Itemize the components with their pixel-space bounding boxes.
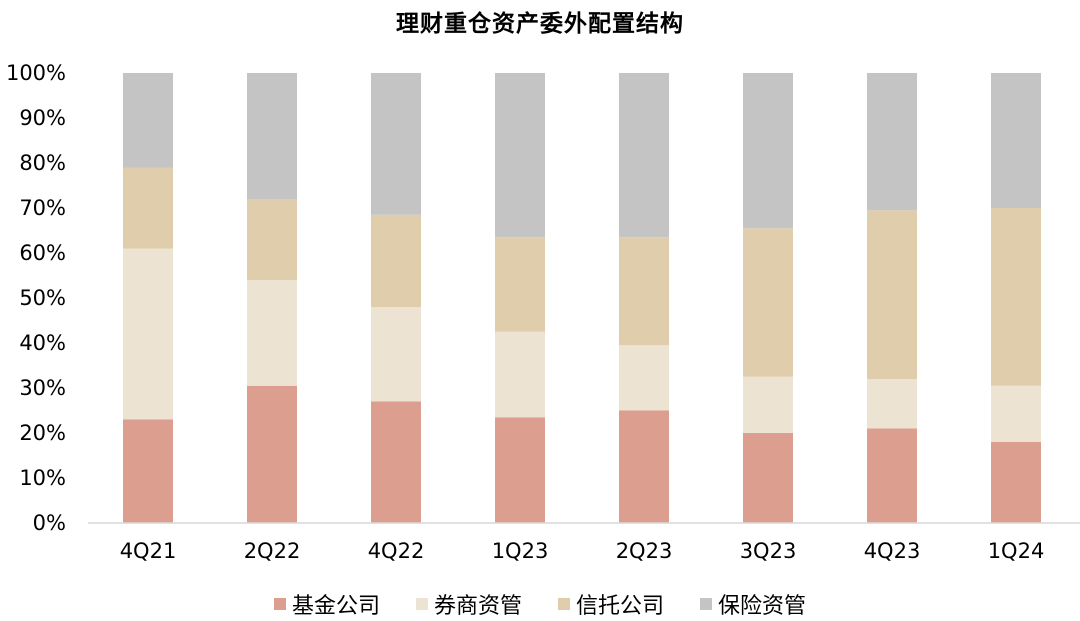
legend-item: 基金公司 (273, 588, 380, 620)
bar-segment-1Q24-1 (991, 442, 1041, 523)
y-tick-label: 70% (19, 196, 66, 220)
bars (123, 73, 1041, 523)
bar-segment-4Q22-1 (371, 401, 421, 523)
y-tick-label: 60% (19, 241, 66, 265)
legend-item: 信托公司 (558, 588, 664, 620)
legend-label: 保险资管 (718, 594, 807, 619)
bar-segment-4Q21-4 (123, 73, 173, 168)
legend-item: 券商资管 (415, 588, 522, 620)
y-tick-label: 80% (19, 151, 66, 175)
bar-segment-1Q23-1 (495, 417, 545, 523)
bar-segment-2Q23-3 (619, 237, 669, 346)
x-tick-label: 4Q21 (120, 539, 177, 563)
bar-segment-2Q22-1 (247, 385, 297, 523)
bar-segment-3Q23-1 (743, 433, 793, 523)
legend-label: 信托公司 (576, 594, 665, 619)
bar-segment-4Q23-3 (867, 210, 917, 379)
bar-segment-1Q23-2 (495, 331, 545, 418)
bar-segment-4Q21-1 (123, 419, 173, 523)
bar-segment-2Q23-4 (619, 73, 669, 238)
bar-segment-4Q21-3 (123, 167, 173, 249)
legend-label: 基金公司 (291, 594, 380, 619)
x-tick-label: 4Q22 (368, 539, 425, 563)
bar-segment-2Q23-1 (619, 410, 669, 523)
y-tick-label: 0% (33, 511, 66, 535)
x-axis-labels: 4Q21 2Q22 4Q22 1Q23 2Q23 3Q23 4Q23 1Q24 (120, 539, 1045, 563)
x-tick-label: 1Q23 (492, 539, 549, 563)
bar-segment-1Q23-4 (495, 73, 545, 238)
legend-swatch (273, 598, 286, 610)
x-tick-label: 1Q24 (988, 539, 1045, 563)
x-tick-label: 3Q23 (740, 539, 797, 563)
legend-label: 券商资管 (433, 594, 522, 619)
bar-segment-4Q21-2 (123, 248, 173, 420)
bar-segment-3Q23-3 (743, 228, 793, 377)
bar-segment-2Q23-2 (619, 345, 669, 411)
bar-segment-4Q23-1 (867, 428, 917, 523)
y-tick-label: 100% (6, 61, 66, 85)
bar-segment-2Q22-2 (247, 280, 297, 386)
bar-segment-4Q22-2 (371, 307, 421, 402)
legend-swatch (700, 598, 713, 610)
y-tick-label: 90% (19, 106, 66, 130)
y-tick-label: 10% (19, 466, 66, 490)
chart-title: 理财重仓资产委外配置结构 (396, 11, 684, 37)
legend-swatch (415, 598, 428, 610)
bar-segment-1Q24-2 (991, 385, 1041, 442)
bar-segment-3Q23-2 (743, 376, 793, 433)
y-tick-label: 50% (19, 286, 66, 310)
bar-segment-1Q23-3 (495, 237, 545, 332)
x-tick-label: 4Q23 (864, 539, 921, 563)
x-tick-label: 2Q23 (616, 539, 673, 563)
bar-segment-2Q22-3 (247, 199, 297, 280)
y-tick-label: 40% (19, 331, 66, 355)
bar-segment-4Q22-4 (371, 73, 421, 215)
bar-segment-4Q23-4 (867, 73, 917, 211)
legend-item: 保险资管 (700, 588, 806, 620)
bar-segment-2Q22-4 (247, 73, 297, 199)
x-tick-label: 2Q22 (244, 539, 301, 563)
y-tick-label: 30% (19, 376, 66, 400)
bar-segment-4Q22-3 (371, 214, 421, 307)
bar-segment-4Q23-2 (867, 379, 917, 429)
legend-swatch (558, 598, 570, 610)
bar-segment-1Q24-4 (991, 73, 1041, 208)
legend: 基金公司 券商资管 信托公司 保险资管 (0, 588, 1080, 620)
bar-segment-1Q24-3 (991, 208, 1041, 386)
y-tick-label: 20% (19, 421, 66, 445)
bar-segment-3Q23-4 (743, 73, 793, 229)
y-axis-labels: 0% 10% 20% 30% 40% 50% 60% 70% 80% 90% 100% (6, 61, 66, 535)
